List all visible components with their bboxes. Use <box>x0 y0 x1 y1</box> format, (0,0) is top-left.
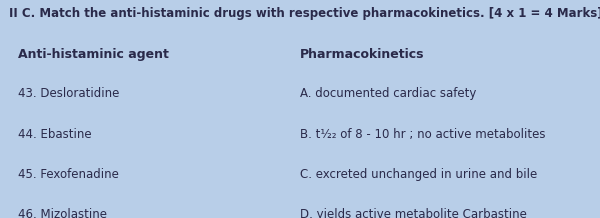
Text: II C. Match the anti-histaminic drugs with respective pharmacokinetics. [4 x 1 =: II C. Match the anti-histaminic drugs wi… <box>9 7 600 20</box>
Text: Anti-histaminic agent: Anti-histaminic agent <box>18 48 169 61</box>
Text: B. t½₂ of 8 - 10 hr ; no active metabolites: B. t½₂ of 8 - 10 hr ; no active metaboli… <box>300 128 545 141</box>
Text: 43. Desloratidine: 43. Desloratidine <box>18 87 119 100</box>
Text: 45. Fexofenadine: 45. Fexofenadine <box>18 168 119 181</box>
Text: Pharmacokinetics: Pharmacokinetics <box>300 48 425 61</box>
Text: D. yields active metabolite Carbastine: D. yields active metabolite Carbastine <box>300 208 527 218</box>
Text: 46. Mizolastine: 46. Mizolastine <box>18 208 107 218</box>
Text: A. documented cardiac safety: A. documented cardiac safety <box>300 87 476 100</box>
Text: C. excreted unchanged in urine and bile: C. excreted unchanged in urine and bile <box>300 168 537 181</box>
Text: 44. Ebastine: 44. Ebastine <box>18 128 92 141</box>
